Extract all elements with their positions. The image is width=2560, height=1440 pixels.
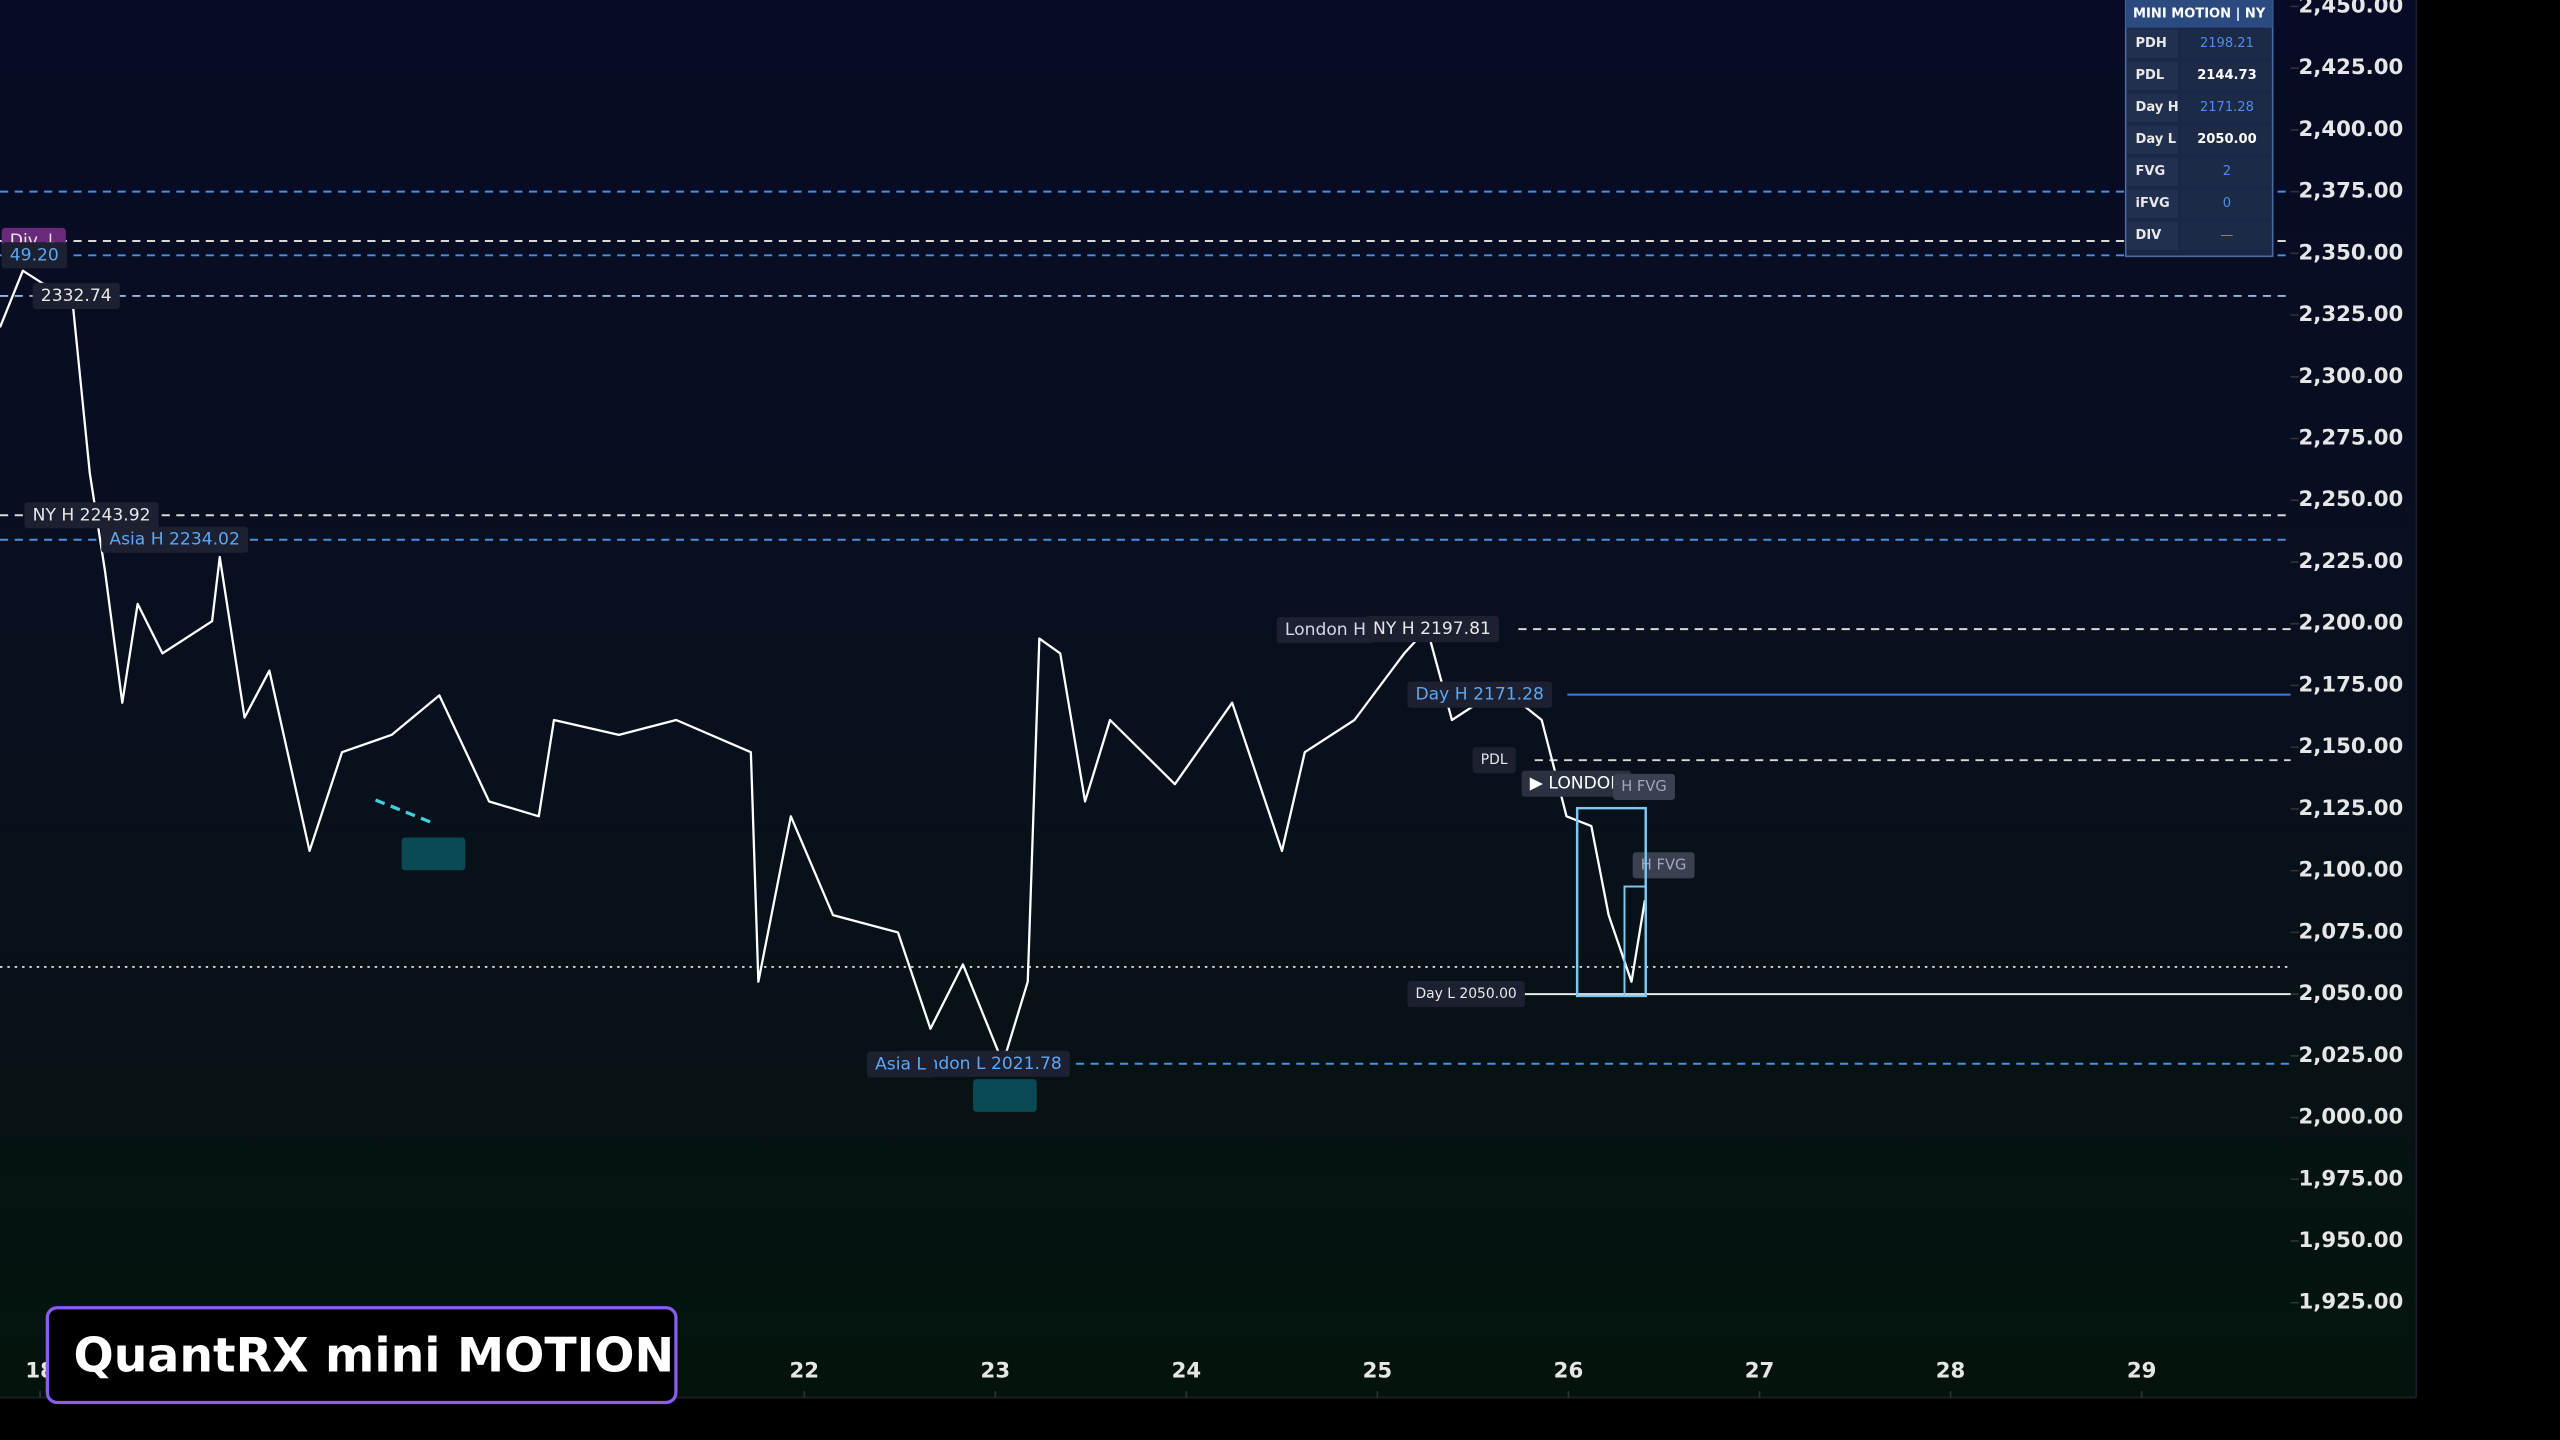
table-key: iFVG: [2136, 196, 2170, 211]
table-key: DIV: [2136, 228, 2163, 243]
table-cell: [2181, 125, 2272, 155]
div-line: [374, 798, 434, 825]
table-key: Day H: [2136, 100, 2179, 115]
y-tick-label: 2,075.00: [2299, 919, 2404, 944]
y-tick-label: 2,350.00: [2299, 240, 2404, 265]
table-value: 2050.00: [2197, 132, 2256, 147]
table-cell: [2181, 157, 2272, 187]
table-value: 2: [2223, 164, 2231, 179]
level-label: Asia H 2234.02: [109, 530, 239, 550]
y-tick-label: 2,300.00: [2299, 364, 2404, 389]
table-cell: [2127, 221, 2178, 251]
level-label-bg: [32, 282, 120, 310]
level-label-bg: [101, 526, 249, 553]
table-cell: [2127, 189, 2178, 219]
table-cell: [2181, 61, 2272, 91]
annotation: London H: [1285, 620, 1366, 640]
x-tick-label: 28: [1936, 1358, 1966, 1383]
y-tick-label: 2,175.00: [2299, 672, 2404, 697]
level-label-bg: [1472, 747, 1516, 774]
table-value: 2171.28: [2200, 100, 2254, 115]
level-label: 49.20: [10, 245, 59, 265]
annotation: ▶ LONDON: [1530, 774, 1623, 794]
watermark-box: [45, 1306, 678, 1405]
y-tick-label: 2,050.00: [2299, 981, 2404, 1006]
table-key: Day L: [2136, 132, 2177, 147]
y-tick-label: 2,150.00: [2299, 734, 2404, 759]
chart-layer: 1,925.00 1,950.00 1,975.00 2,000.00 2,025.00…: [0, 0, 2403, 1398]
annotation-bg: [1521, 770, 1632, 797]
table-header-bg: [2125, 0, 2273, 28]
x-tick-label: 22: [790, 1358, 820, 1383]
level-label-bg: [1407, 981, 1525, 1008]
annotation-bg: [1632, 852, 1695, 879]
table-cell: [2127, 61, 2178, 91]
y-tick-label: 2,025.00: [2299, 1043, 2404, 1068]
y-tick-label: 2,000.00: [2299, 1105, 2404, 1130]
annotation-bg: [1276, 617, 1375, 644]
x-tick-label: 26: [1554, 1358, 1584, 1383]
level-label: 2332.74: [41, 286, 112, 306]
y-tick-label: 2,400.00: [2299, 117, 2404, 142]
table-cell: [2181, 93, 2272, 123]
level-label: London L 2021.78: [908, 1054, 1062, 1074]
table-value: —: [2220, 228, 2233, 243]
x-tick-label: 27: [1745, 1358, 1775, 1383]
y-tick-label: 2,125.00: [2299, 796, 2404, 821]
x-tick-label: 24: [1172, 1358, 1202, 1383]
fvg-box: [1623, 885, 1647, 997]
level-label: NY H 2197.81: [1373, 619, 1491, 639]
table-cell: [2127, 157, 2178, 187]
y-tick-label: 1,950.00: [2299, 1228, 2404, 1253]
plot-background: [0, 0, 2417, 1398]
table-cell: [2181, 221, 2272, 251]
y-tick-label: 2,275.00: [2299, 426, 2404, 451]
table-cell: [2127, 125, 2178, 155]
annotation-bg: [866, 1051, 935, 1078]
y-tick-label: 2,100.00: [2299, 858, 2404, 883]
annotation-bg: [1613, 773, 1675, 800]
table-cell: [2181, 29, 2272, 59]
y-tick-label: 1,925.00: [2299, 1290, 2404, 1315]
x-tick-label: 29: [2127, 1358, 2157, 1383]
table-cell: [2181, 189, 2272, 219]
div-box: [973, 1079, 1037, 1112]
table-value: 2198.21: [2200, 36, 2254, 51]
y-tick-label: 2,225.00: [2299, 549, 2404, 574]
y-tick-label: 2,200.00: [2299, 611, 2404, 636]
level-label-bg: [1407, 681, 1553, 708]
level-label-bg: [1, 242, 67, 269]
div-box: [401, 837, 466, 871]
table-cell: [2127, 93, 2178, 123]
y-tick-label: 2,425.00: [2299, 55, 2404, 80]
level-label-bg: [899, 1050, 1070, 1077]
annotation: H FVG: [1641, 856, 1687, 873]
y-tick-label: 1,975.00: [2299, 1166, 2404, 1191]
y-tick-label: 2,450.00: [2299, 0, 2404, 18]
y-tick-label: 2,375.00: [2299, 179, 2404, 204]
level-label: NY H 2243.92: [33, 505, 151, 525]
level-label-bg: [24, 502, 159, 529]
table-key: PDL: [2136, 68, 2165, 83]
y-tick-label: 2,250.00: [2299, 487, 2404, 512]
table-title: MINI MOTION | NY: [2133, 6, 2266, 21]
level-label-bg: [1364, 616, 1500, 643]
level-label: PDL: [1481, 752, 1508, 768]
table-key: FVG: [2136, 164, 2166, 179]
table-value: 2144.73: [2197, 68, 2256, 83]
x-tick-label: 23: [981, 1358, 1011, 1383]
table-value: 0: [2223, 196, 2231, 211]
annotation: Asia L: [875, 1054, 926, 1074]
y-tick-label: 2,325.00: [2299, 302, 2404, 327]
x-tick-label: 25: [1363, 1358, 1393, 1383]
level-label: Day L 2050.00: [1416, 986, 1517, 1002]
watermark: QuantRX mini MOTION: [73, 1328, 674, 1383]
annotation: H FVG: [1621, 778, 1667, 795]
table-key: PDH: [2136, 36, 2167, 51]
level-label: Day H 2171.28: [1416, 685, 1544, 705]
table-cell: [2127, 29, 2178, 59]
